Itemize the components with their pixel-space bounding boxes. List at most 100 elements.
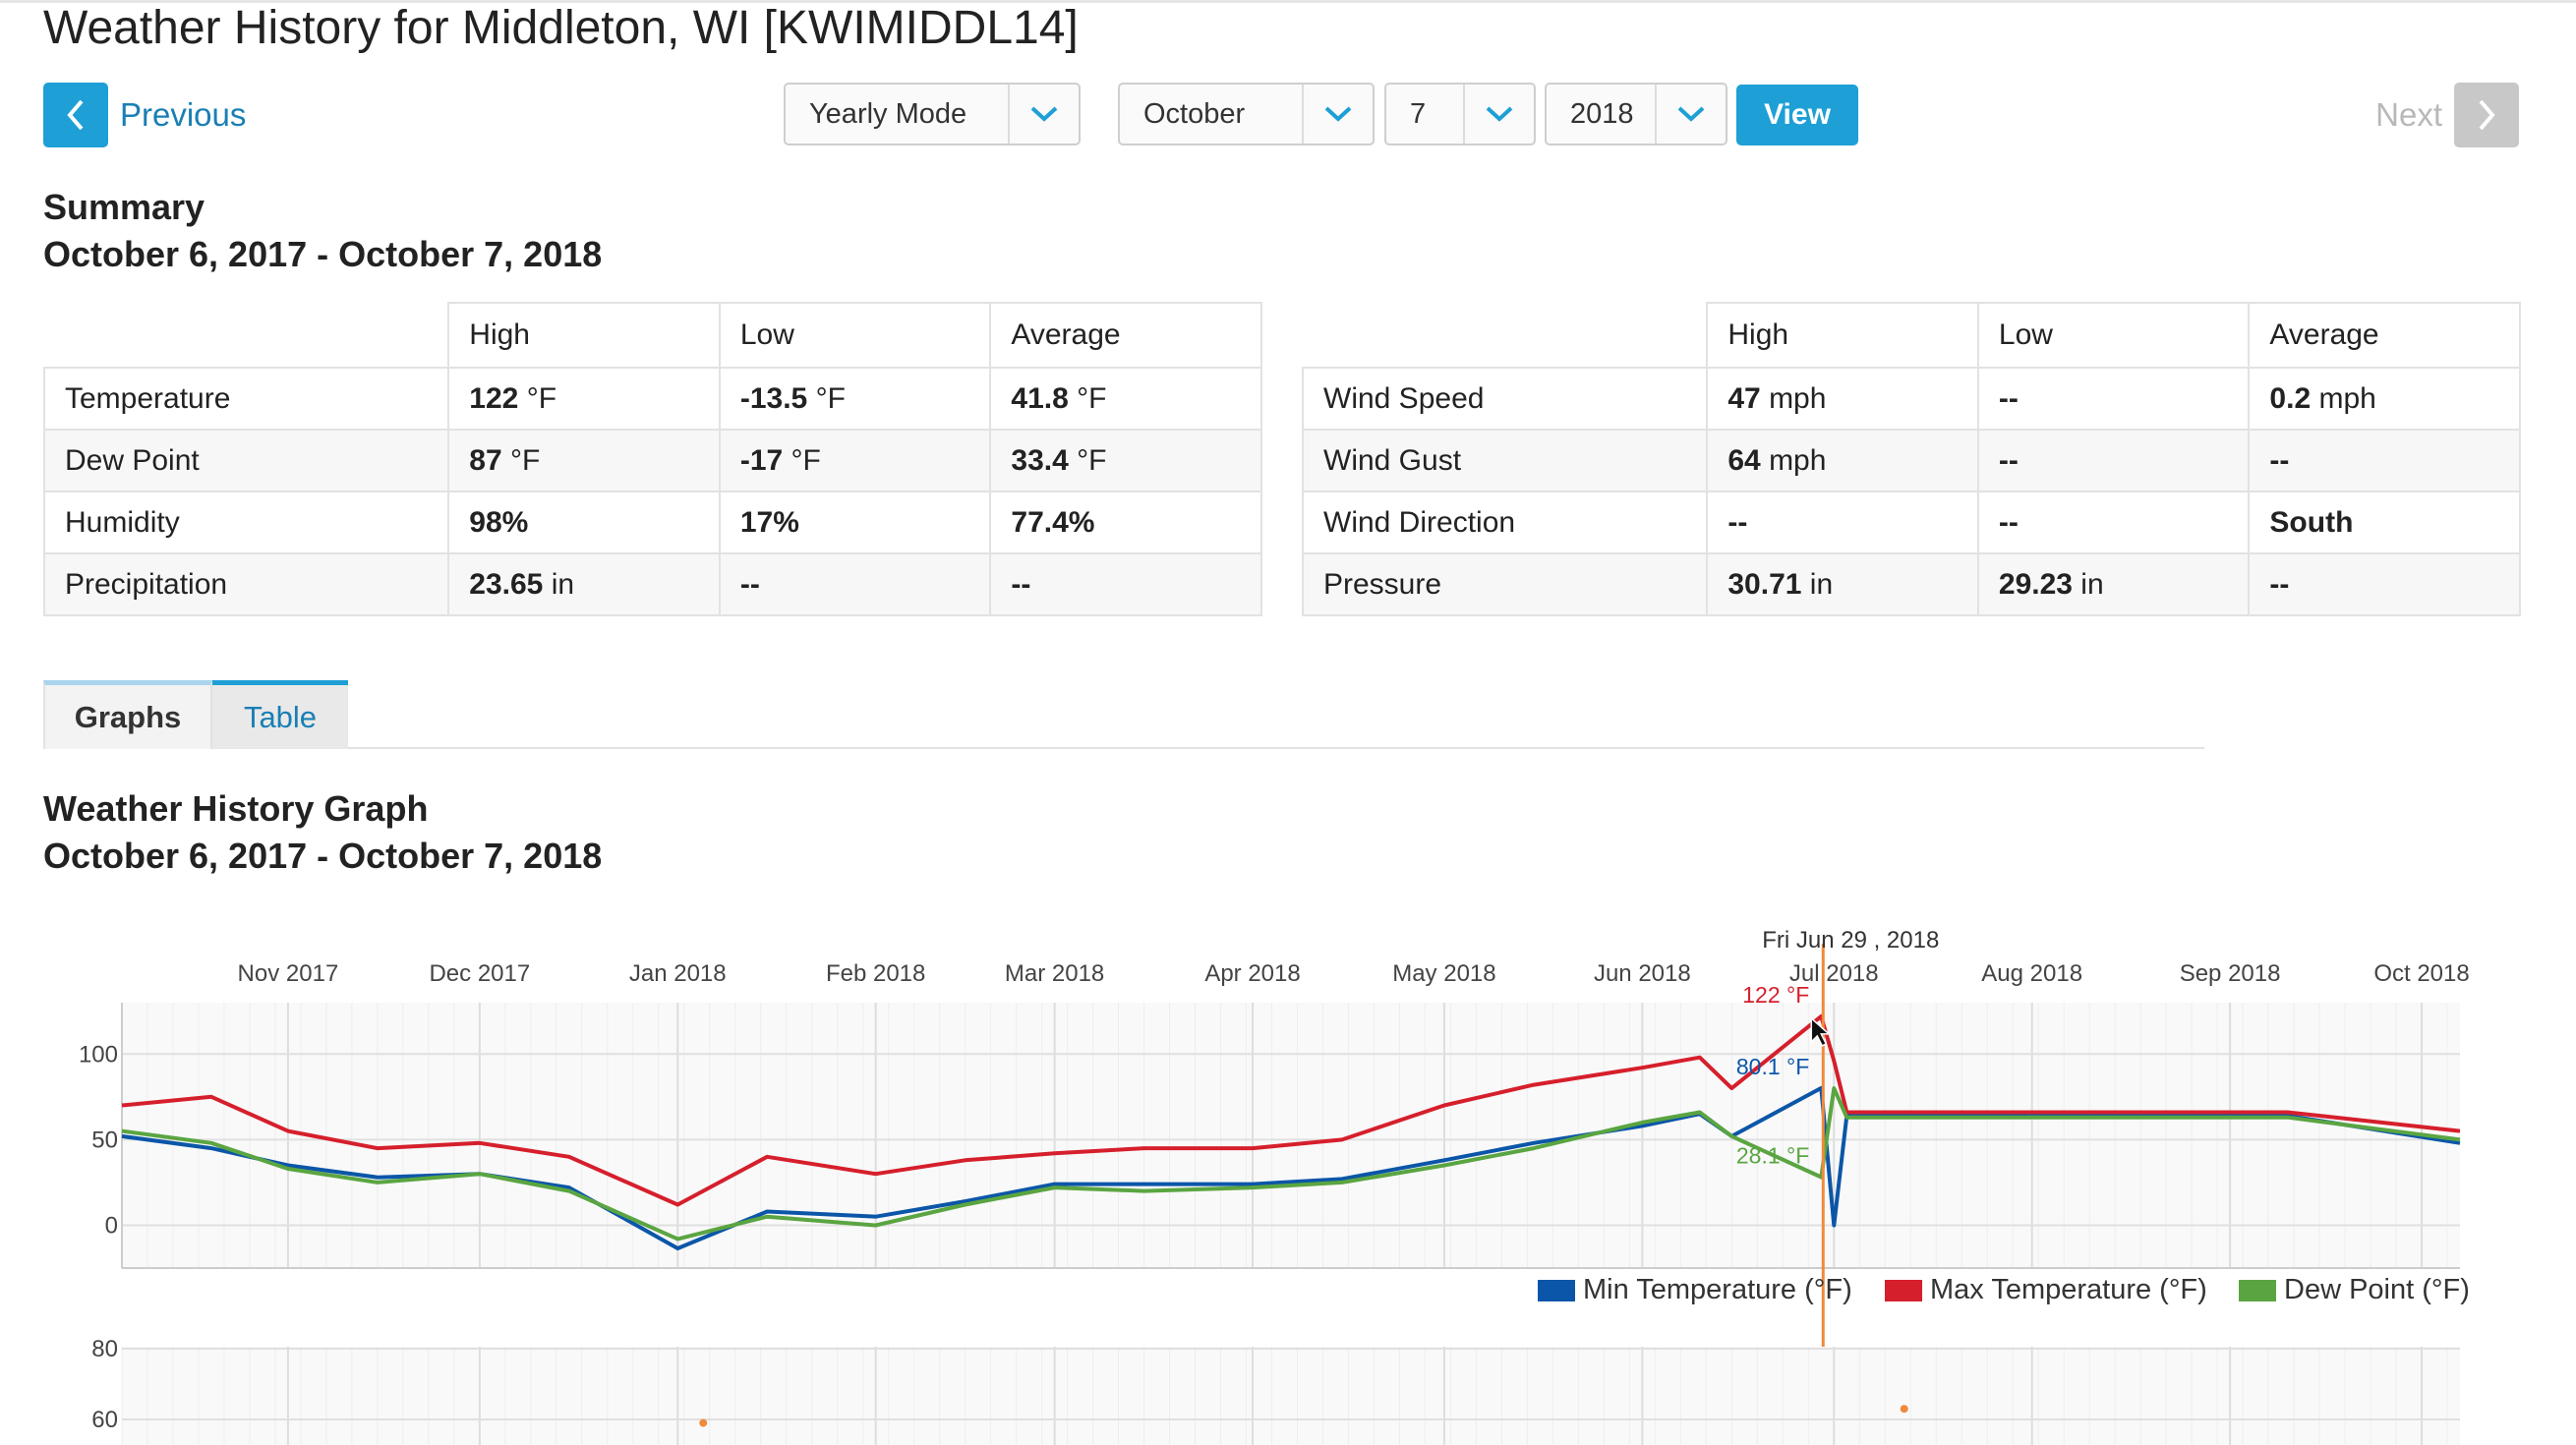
graph-date-range: October 6, 2017 - October 7, 2018 (43, 836, 603, 876)
tabs-divider (43, 747, 2204, 749)
cell-high: 122 °F (447, 367, 721, 431)
cell-avg: 0.2 mph (2248, 367, 2521, 431)
x-tick-label: Oct 2018 (2373, 960, 2469, 987)
cell-low: -- (1976, 367, 2251, 431)
x-tick-label: Nov 2017 (238, 960, 339, 987)
x-tick-label: May 2018 (1392, 960, 1495, 987)
scatter-point (699, 1418, 708, 1427)
column-header: Low (718, 302, 992, 369)
chevron-left-icon (43, 83, 108, 147)
table-row: Temperature 122 °F -13.5 °F 41.8 °F (42, 367, 1262, 431)
y-tick-label: 60 (91, 1407, 118, 1433)
month-value: October (1143, 98, 1246, 130)
table-row: Wind Gust 64 mph -- -- (1301, 429, 2521, 492)
cell-avg: South (2248, 491, 2521, 554)
top-border (0, 0, 2576, 3)
row-label: Wind Direction (1301, 491, 1708, 554)
x-tick-label: Aug 2018 (1981, 960, 2082, 987)
cell-avg: 41.8 °F (989, 367, 1262, 431)
column-header: High (1706, 302, 1979, 369)
x-tick-label: Feb 2018 (826, 960, 925, 987)
column-header: Average (2248, 302, 2521, 369)
header-blank (1303, 303, 1709, 369)
month-select[interactable]: October (1118, 83, 1375, 145)
tooltip-value: 80.1 °F (1736, 1054, 1809, 1079)
previous-button[interactable]: Previous (43, 83, 246, 147)
y-tick-label: 0 (105, 1212, 118, 1239)
max-temperature-line (121, 1013, 2461, 1207)
mode-select[interactable]: Yearly Mode (784, 83, 1081, 145)
table-row: Dew Point 87 °F -17 °F 33.4 °F (42, 429, 1262, 492)
plot-background (122, 1003, 2460, 1268)
scatter-point (1900, 1405, 1908, 1414)
cell-high: 98% (447, 491, 721, 554)
summary-table-left: High Low Average Temperature 122 °F -13.5 °F 4… (42, 302, 1262, 616)
cell-low: -- (1976, 429, 2251, 492)
cell-high: 87 °F (447, 429, 721, 492)
row-label: Dew Point (42, 429, 449, 492)
next-label: Next (2375, 96, 2442, 133)
x-tick-label: Jan 2018 (629, 960, 727, 987)
legend-min-temperature[interactable]: Min Temperature (°F) (1538, 1274, 1852, 1306)
row-label: Precipitation (42, 552, 449, 616)
chevron-down-icon (1463, 85, 1534, 144)
chevron-down-icon (1655, 85, 1726, 144)
day-select[interactable]: 7 (1384, 83, 1536, 145)
y-tick-label: 80 (91, 1336, 118, 1362)
table-row: Precipitation 23.65 in -- -- (42, 552, 1262, 616)
cell-avg: 77.4% (989, 491, 1262, 554)
cell-high: -- (1706, 491, 1979, 554)
x-tick-label: Sep 2018 (2180, 960, 2281, 987)
table-row: Humidity 98% 17% 77.4% (42, 491, 1262, 554)
tooltip-value: 122 °F (1742, 982, 1809, 1008)
cell-high: 30.71 in (1706, 552, 1979, 616)
legend-max-temperature[interactable]: Max Temperature (°F) (1885, 1274, 2207, 1306)
cell-high: 47 mph (1706, 367, 1979, 431)
legend-label: Min Temperature (°F) (1583, 1274, 1852, 1305)
tab-graphs[interactable]: Graphs (43, 680, 212, 749)
previous-label: Previous (120, 96, 247, 133)
year-select[interactable]: 2018 (1545, 83, 1727, 145)
next-button[interactable]: Next (2375, 83, 2519, 147)
cell-high: 23.65 in (447, 552, 721, 616)
cell-low: -17 °F (718, 429, 992, 492)
cell-low: -- (1976, 491, 2251, 554)
cell-low: 17% (718, 491, 992, 554)
row-label: Wind Gust (1301, 429, 1708, 492)
column-header: Low (1976, 302, 2251, 369)
year-value: 2018 (1570, 98, 1634, 130)
cell-low: 29.23 in (1976, 552, 2251, 616)
y-tick-label: 100 (79, 1041, 118, 1068)
cell-avg: 33.4 °F (989, 429, 1262, 492)
x-tick-label: Dec 2017 (429, 960, 530, 987)
chevron-down-icon (1302, 85, 1373, 144)
table-row: Wind Direction -- -- South (1301, 491, 2521, 554)
summary-date-range: October 6, 2017 - October 7, 2018 (43, 234, 603, 274)
tab-table[interactable]: Table (212, 680, 348, 749)
cell-low: -- (718, 552, 992, 616)
y-tick-label: 50 (91, 1127, 118, 1153)
row-label: Wind Speed (1301, 367, 1708, 431)
legend-label: Dew Point (°F) (2284, 1274, 2470, 1305)
weather-history-chart[interactable]: Nov 2017 Dec 2017 Jan 2018 Feb 2018 Mar 2018… (0, 904, 2576, 1445)
legend-swatch (1538, 1279, 1575, 1301)
x-tick-label: Jul 2018 (1789, 960, 1879, 987)
summary-heading: Summary (43, 187, 205, 227)
view-button[interactable]: View (1736, 85, 1858, 145)
chevron-right-icon (2454, 83, 2519, 147)
row-label: Temperature (42, 367, 449, 431)
dew-point-line (121, 1086, 2461, 1242)
legend-dew-point[interactable]: Dew Point (°F) (2239, 1274, 2470, 1306)
row-label: Humidity (42, 491, 449, 554)
x-tick-label: Jun 2018 (1594, 960, 1691, 987)
x-tick-label: Apr 2018 (1204, 960, 1300, 987)
page-title: Weather History for Middleton, WI [KWIMI… (43, 2, 1079, 54)
column-header: Average (989, 302, 1262, 369)
chevron-down-icon (1008, 85, 1079, 144)
row-label: Pressure (1301, 552, 1708, 616)
legend-swatch (1885, 1279, 1922, 1301)
tooltip-value: 28.1 °F (1736, 1143, 1809, 1169)
secondary-plot-background (122, 1347, 2460, 1445)
column-header: High (447, 302, 721, 369)
cell-avg: -- (2248, 552, 2521, 616)
